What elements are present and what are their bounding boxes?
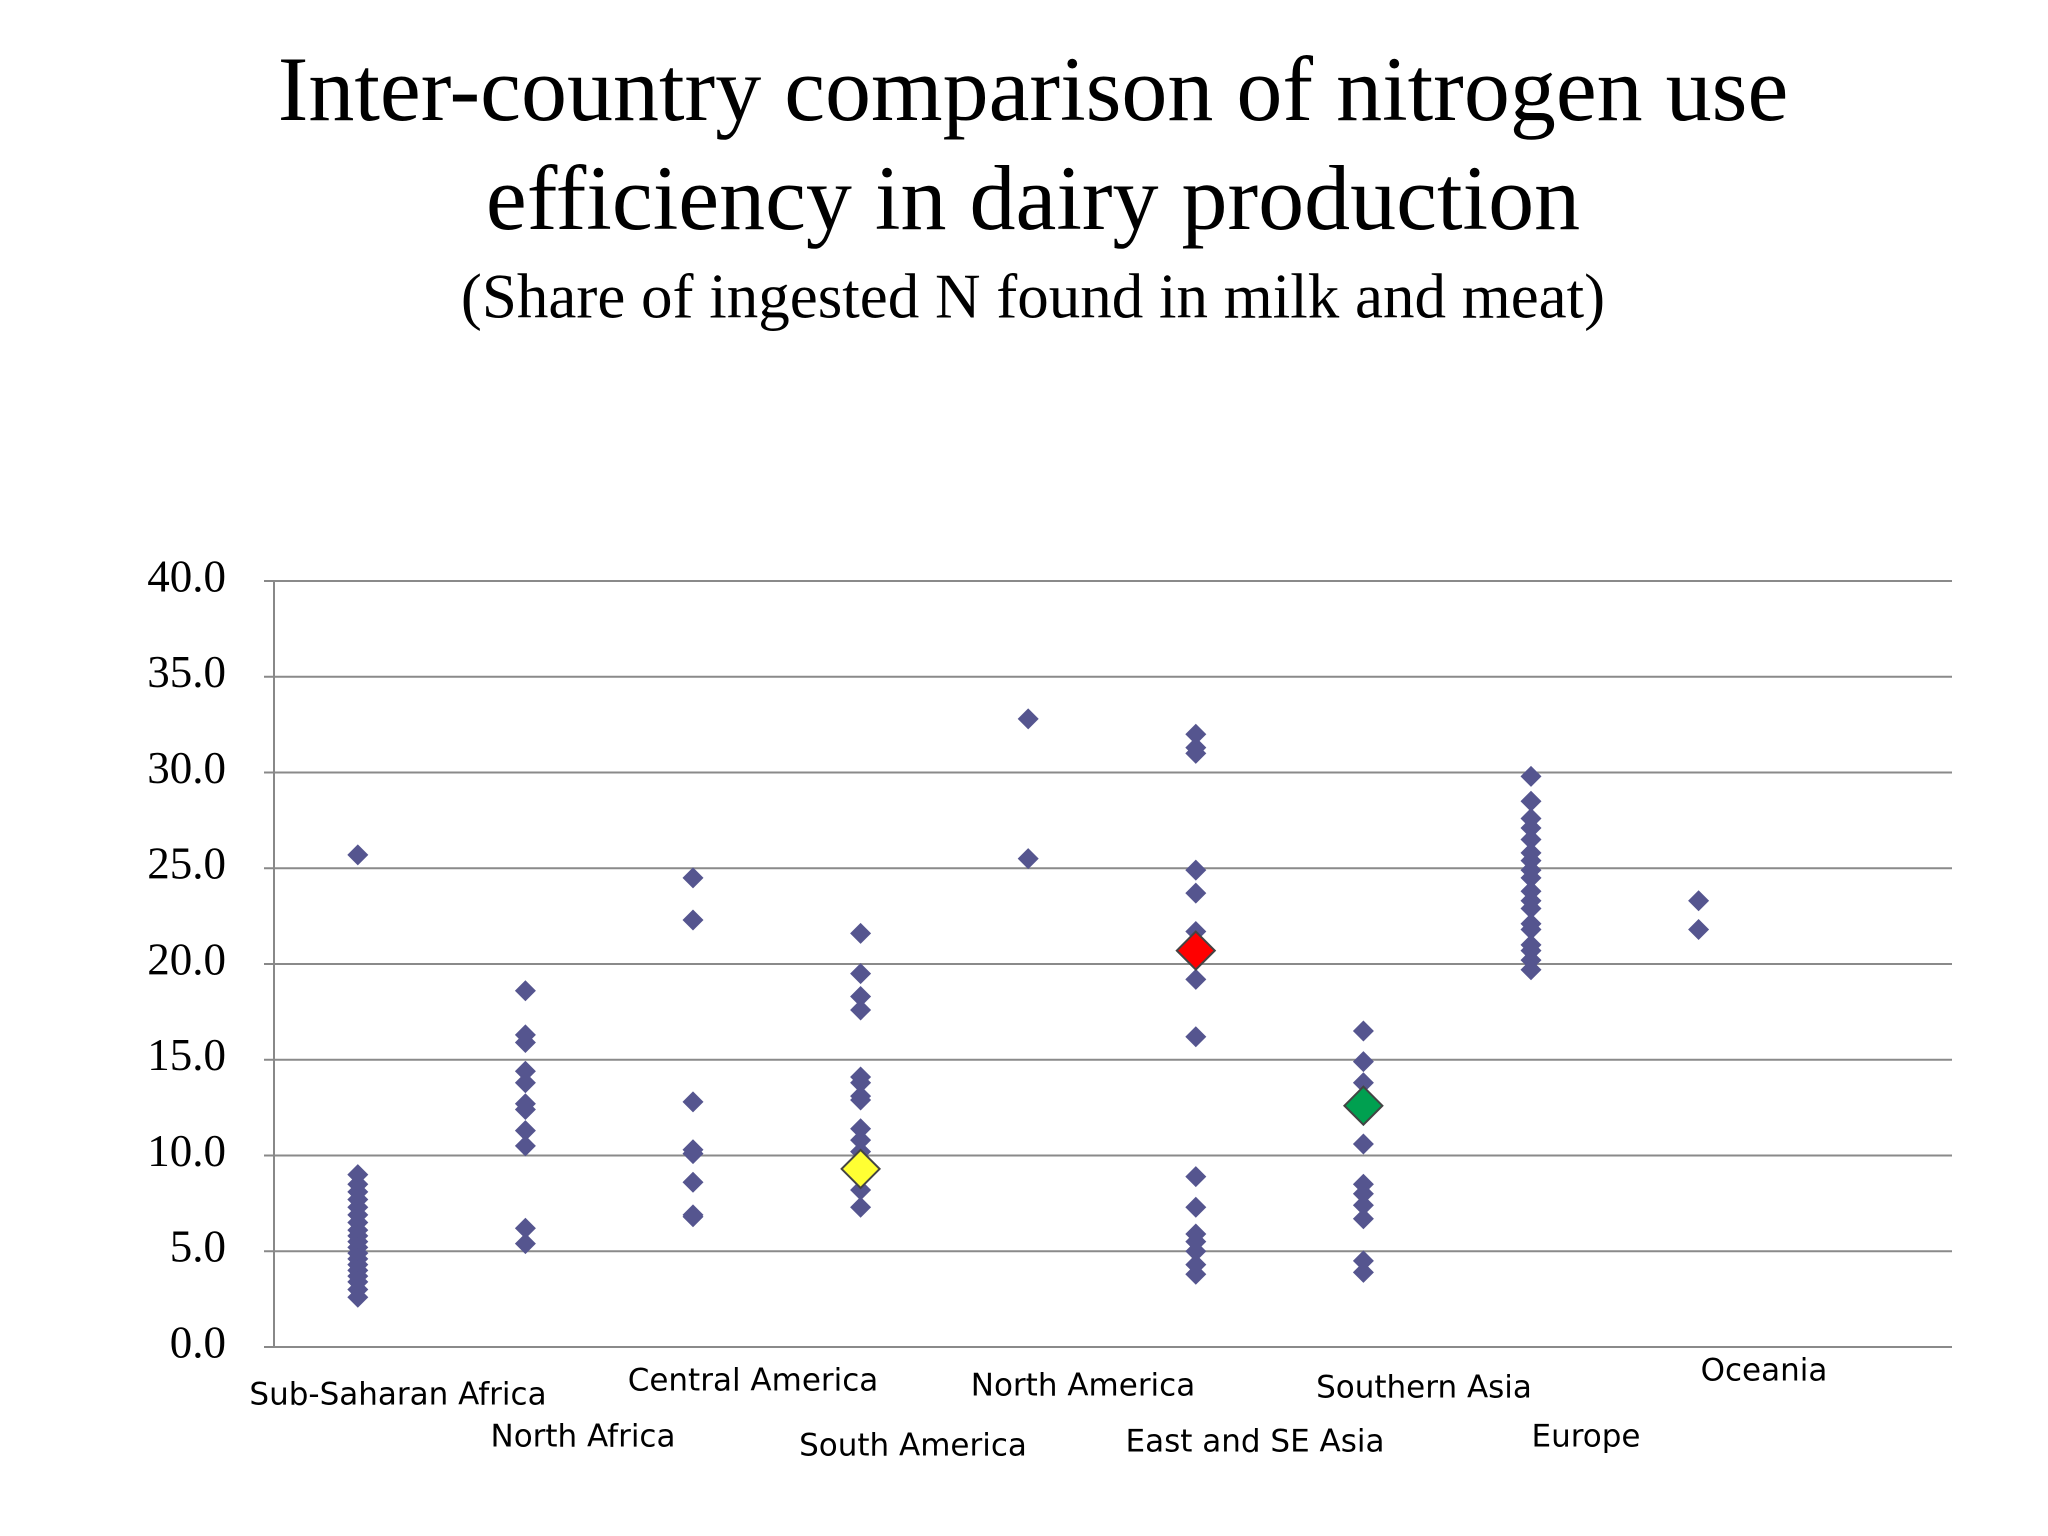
data-point [1185,1240,1207,1262]
y-tick-label: 20.0 [147,934,226,984]
data-point [1520,897,1542,919]
data-point [1352,1183,1374,1205]
x-tick-label: East and SE Asia [1125,1424,1384,1460]
data-point [850,1072,872,1094]
data-point [1688,890,1710,912]
data-point [850,986,872,1008]
data-point [347,844,369,866]
data-point [850,1129,872,1151]
data-point [1520,817,1542,839]
chart-title: efficiency in dairy production [486,147,1580,249]
chart-title: Inter-country comparison of nitrogen use [278,38,1789,140]
y-tick-label: 40.0 [147,551,226,601]
data-point [1520,959,1542,981]
data-point [1342,1085,1384,1127]
data-point [1352,1051,1374,1073]
data-point [682,1206,704,1228]
data-point [1520,919,1542,941]
data-point [850,1089,872,1111]
data-point [514,980,536,1002]
data-point [682,867,704,889]
x-tick-label: South America [799,1428,1027,1464]
x-tick-label: Sub-Saharan Africa [249,1377,546,1413]
data-point [514,1120,536,1142]
data-point [850,1196,872,1218]
data-point [1352,1194,1374,1216]
x-tick-label: North America [971,1368,1195,1404]
data-point [1520,829,1542,851]
data-point [682,1143,704,1165]
data-point [1185,1166,1207,1188]
data-point [1352,1208,1374,1230]
x-tick-label: Central America [628,1363,879,1399]
data-point [1185,1026,1207,1048]
data-point [1352,1072,1374,1094]
data-point [850,922,872,944]
data-point [840,1148,882,1190]
data-point [1352,1250,1374,1272]
data-point [1185,1263,1207,1285]
x-tick-label: North Africa [491,1419,676,1455]
data-point [1185,1196,1207,1218]
data-point [347,1286,369,1308]
data-point [1185,882,1207,904]
data-point [514,1135,536,1157]
data-point [1017,848,1039,870]
data-point [850,999,872,1021]
data-point [1185,968,1207,990]
data-point [682,909,704,931]
data-point [850,963,872,985]
data-point [514,1217,536,1239]
data-point [1175,930,1217,972]
data-point [682,1171,704,1193]
data-point [1352,1020,1374,1042]
data-point [850,1179,872,1201]
y-tick-label: 30.0 [147,743,226,793]
data-point [1352,1133,1374,1155]
data-point [850,1118,872,1140]
data-point [514,1060,536,1082]
data-point [1520,765,1542,787]
y-tick-label: 5.0 [170,1222,226,1272]
data-point [514,1099,536,1121]
data-point [1520,790,1542,812]
y-tick-label: 10.0 [147,1126,226,1176]
data-point [1520,867,1542,889]
y-tick-label: 0.0 [170,1317,226,1367]
data-point [514,1233,536,1255]
data-point [682,1091,704,1113]
x-tick-label: Oceania [1701,1353,1828,1389]
y-tick-label: 35.0 [147,647,226,697]
data-point [1688,919,1710,941]
chart-subtitle: (Share of ingested N found in milk and m… [461,261,1605,331]
data-point [1185,723,1207,745]
data-point [1185,742,1207,764]
data-point [1352,1261,1374,1283]
data-point [514,1072,536,1094]
data-point [1017,708,1039,730]
x-tick-label: Europe [1531,1419,1640,1455]
data-point [514,1032,536,1054]
y-tick-label: 25.0 [147,839,226,889]
y-tick-label: 15.0 [147,1030,226,1080]
data-point [1185,859,1207,881]
x-tick-label: Southern Asia [1316,1370,1532,1406]
